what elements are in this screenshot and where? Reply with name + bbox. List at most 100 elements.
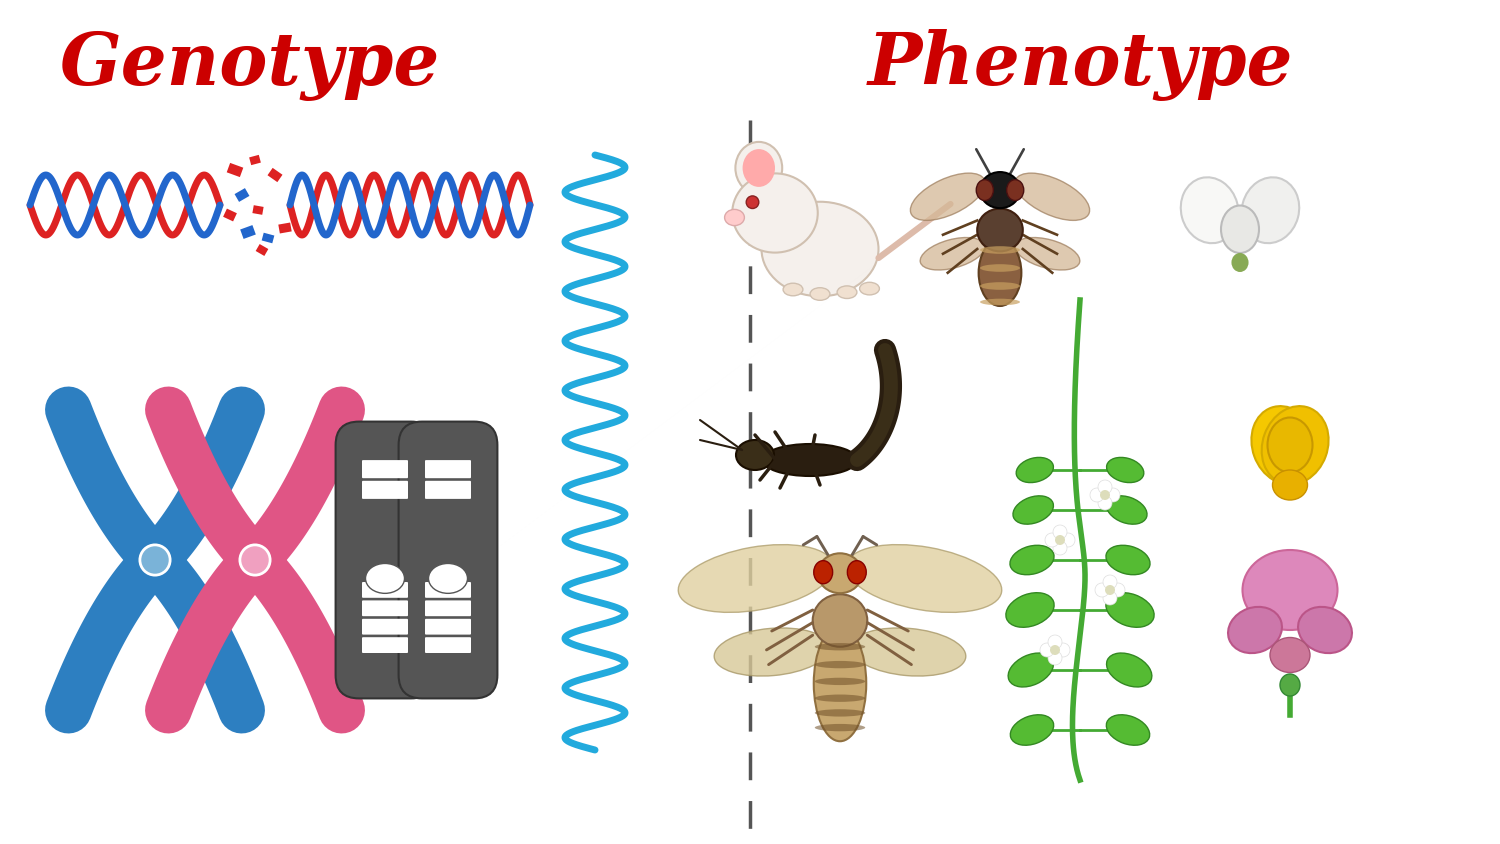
- FancyBboxPatch shape: [362, 582, 408, 598]
- FancyBboxPatch shape: [424, 582, 471, 598]
- FancyBboxPatch shape: [362, 637, 408, 653]
- Ellipse shape: [813, 560, 832, 584]
- Circle shape: [1106, 585, 1114, 595]
- Ellipse shape: [976, 180, 993, 201]
- Ellipse shape: [815, 678, 866, 685]
- Ellipse shape: [815, 695, 866, 702]
- Circle shape: [1090, 488, 1104, 502]
- Ellipse shape: [1242, 177, 1299, 243]
- Ellipse shape: [1107, 715, 1149, 745]
- Ellipse shape: [920, 237, 986, 270]
- Ellipse shape: [678, 544, 834, 613]
- Ellipse shape: [1016, 457, 1053, 483]
- Circle shape: [1098, 480, 1112, 494]
- Ellipse shape: [762, 444, 858, 476]
- Circle shape: [1053, 541, 1066, 555]
- Ellipse shape: [1268, 418, 1312, 473]
- Circle shape: [1054, 535, 1065, 545]
- Ellipse shape: [1221, 205, 1258, 253]
- Circle shape: [1048, 651, 1062, 665]
- Ellipse shape: [140, 545, 170, 575]
- FancyBboxPatch shape: [424, 619, 471, 635]
- Ellipse shape: [980, 246, 1020, 254]
- Circle shape: [1050, 645, 1060, 655]
- Ellipse shape: [1008, 653, 1053, 687]
- Ellipse shape: [1232, 253, 1248, 272]
- Ellipse shape: [980, 282, 1020, 289]
- FancyBboxPatch shape: [424, 600, 471, 616]
- Circle shape: [746, 196, 759, 208]
- FancyBboxPatch shape: [362, 460, 408, 479]
- FancyBboxPatch shape: [362, 481, 408, 499]
- Ellipse shape: [1107, 495, 1148, 524]
- Ellipse shape: [815, 709, 866, 717]
- Circle shape: [1053, 525, 1066, 539]
- Circle shape: [1046, 533, 1059, 547]
- Ellipse shape: [859, 282, 879, 295]
- Ellipse shape: [742, 149, 776, 187]
- Ellipse shape: [910, 173, 986, 220]
- FancyBboxPatch shape: [424, 481, 471, 499]
- Ellipse shape: [783, 284, 802, 295]
- Ellipse shape: [1107, 457, 1144, 483]
- Ellipse shape: [980, 264, 1020, 272]
- Text: Phenotype: Phenotype: [867, 29, 1293, 101]
- Ellipse shape: [1270, 637, 1310, 673]
- Ellipse shape: [980, 172, 1020, 208]
- Ellipse shape: [1007, 592, 1054, 627]
- Ellipse shape: [846, 544, 1002, 613]
- Ellipse shape: [1228, 607, 1282, 653]
- Ellipse shape: [1016, 237, 1080, 270]
- Ellipse shape: [978, 240, 1022, 306]
- FancyBboxPatch shape: [226, 163, 243, 177]
- Ellipse shape: [815, 643, 866, 651]
- FancyBboxPatch shape: [234, 188, 249, 202]
- Ellipse shape: [1011, 715, 1053, 745]
- Ellipse shape: [724, 209, 744, 225]
- Ellipse shape: [847, 560, 865, 584]
- Circle shape: [1060, 533, 1076, 547]
- Ellipse shape: [1262, 406, 1329, 484]
- Circle shape: [1106, 488, 1120, 502]
- Circle shape: [1040, 643, 1054, 657]
- Circle shape: [1095, 583, 1108, 597]
- Ellipse shape: [815, 661, 866, 668]
- FancyBboxPatch shape: [279, 223, 291, 234]
- Ellipse shape: [1106, 592, 1154, 627]
- FancyBboxPatch shape: [424, 637, 471, 653]
- Circle shape: [1048, 635, 1062, 649]
- Ellipse shape: [1107, 653, 1152, 687]
- Circle shape: [1102, 575, 1118, 589]
- FancyBboxPatch shape: [267, 168, 282, 182]
- Ellipse shape: [976, 208, 1023, 252]
- Ellipse shape: [813, 594, 867, 647]
- Ellipse shape: [732, 173, 818, 252]
- FancyBboxPatch shape: [424, 460, 471, 479]
- Ellipse shape: [815, 724, 866, 731]
- Ellipse shape: [1298, 607, 1352, 653]
- Circle shape: [1098, 496, 1112, 510]
- FancyBboxPatch shape: [224, 208, 237, 221]
- Ellipse shape: [1106, 545, 1150, 575]
- Ellipse shape: [813, 625, 865, 741]
- Ellipse shape: [980, 299, 1020, 306]
- Ellipse shape: [1013, 495, 1053, 524]
- Ellipse shape: [240, 545, 270, 575]
- Ellipse shape: [818, 554, 862, 593]
- FancyBboxPatch shape: [362, 600, 408, 616]
- FancyBboxPatch shape: [399, 422, 498, 698]
- Ellipse shape: [1272, 470, 1308, 500]
- Ellipse shape: [736, 440, 774, 470]
- Ellipse shape: [1010, 545, 1054, 575]
- Ellipse shape: [714, 628, 830, 676]
- Circle shape: [1056, 643, 1070, 657]
- Circle shape: [1100, 490, 1110, 500]
- FancyBboxPatch shape: [249, 154, 261, 165]
- FancyBboxPatch shape: [261, 233, 274, 243]
- Ellipse shape: [366, 564, 405, 593]
- Ellipse shape: [1251, 406, 1318, 484]
- Text: Genotype: Genotype: [60, 30, 440, 100]
- Ellipse shape: [1280, 674, 1300, 696]
- Ellipse shape: [1007, 180, 1023, 201]
- Ellipse shape: [1180, 177, 1239, 243]
